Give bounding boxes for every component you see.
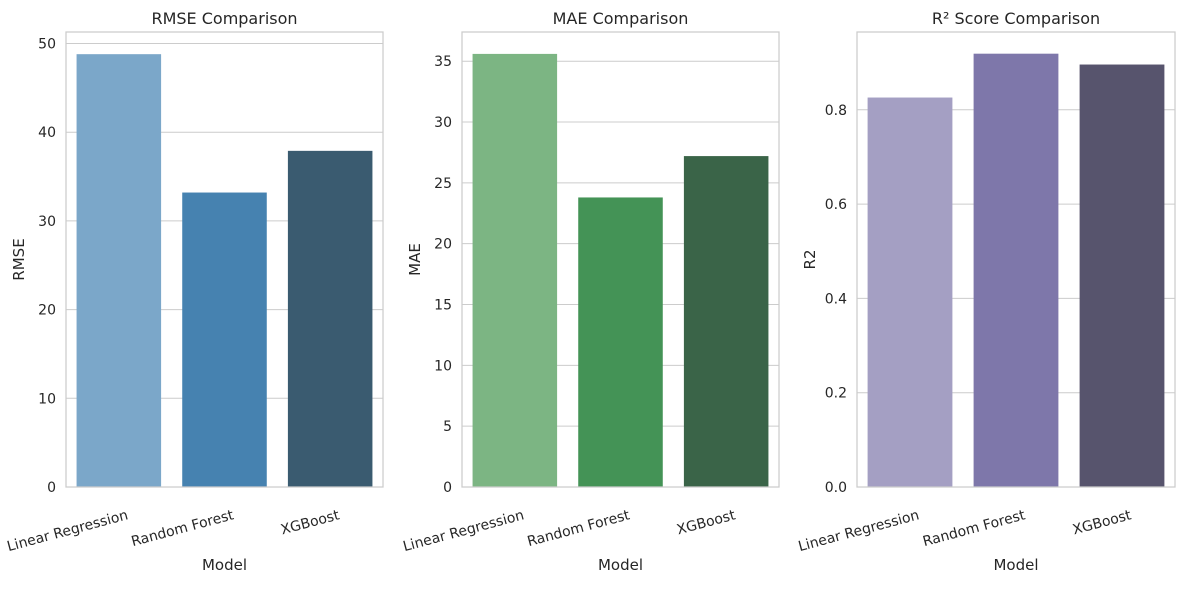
x-tick-label: XGBoost [279, 507, 342, 538]
axes-frame [856, 31, 1176, 488]
y-tick-label: 0.2 [825, 386, 847, 402]
y-tick-label: 30 [38, 214, 56, 230]
x-tick-label: Linear Regression [797, 507, 921, 555]
bar-linear-regression [472, 53, 558, 487]
y-tick-label: 35 [434, 54, 452, 70]
x-tick-label: Linear Regression [401, 507, 525, 555]
bar-random-forest [973, 53, 1059, 487]
y-tick-label: 30 [434, 115, 452, 131]
chart-title: RMSE Comparison [151, 9, 297, 28]
y-tick-label: 15 [434, 298, 452, 314]
bar-linear-regression [867, 97, 953, 488]
x-tick-label: Linear Regression [5, 507, 129, 555]
chart-title: R² Score Comparison [932, 9, 1100, 28]
y-tick-label: 0 [47, 480, 56, 496]
chart-panel-1: 0 10 20 30 40 50 Linear Regression Random Fores… [5, 9, 384, 574]
axes-frame [65, 31, 384, 488]
bar-xgboost [287, 150, 373, 487]
y-axis-label: R2 [801, 250, 819, 270]
x-axis-label: Model [202, 556, 247, 574]
y-tick-label: 0 [443, 480, 452, 496]
y-tick-label: 5 [443, 419, 452, 435]
x-tick-label: XGBoost [1071, 507, 1134, 538]
y-tick-label: 0.6 [825, 197, 847, 213]
bar-xgboost [1079, 64, 1165, 487]
x-tick-label: XGBoost [675, 507, 738, 538]
x-axis-label: Model [598, 556, 643, 574]
chart-panel-2: 0 5 10 15 20 25 30 35 Linear Regression Random Fo… [401, 9, 780, 574]
y-tick-label: 20 [434, 237, 452, 253]
bar-random-forest [578, 197, 663, 488]
bar-random-forest [182, 192, 267, 487]
y-tick-label: 25 [434, 176, 452, 192]
x-tick-label: Random Forest [526, 507, 632, 550]
y-tick-label: 0.4 [825, 291, 847, 307]
chart-panel-3: 0.0 0.2 0.4 0.6 0.8 Linear Regression Random F… [797, 9, 1176, 574]
y-tick-label: 0.8 [825, 103, 847, 119]
y-tick-label: 0.0 [825, 480, 847, 496]
x-axis-label: Model [993, 556, 1038, 574]
y-axis-label: RMSE [10, 238, 28, 280]
y-tick-label: 10 [38, 391, 56, 407]
x-tick-label: Random Forest [921, 507, 1027, 550]
chart-title: MAE Comparison [553, 9, 689, 28]
y-tick-label: 20 [38, 303, 56, 319]
y-tick-label: 40 [38, 125, 56, 141]
y-axis-label: MAE [406, 243, 424, 276]
y-tick-label: 50 [38, 37, 56, 53]
axes-frame [461, 31, 780, 488]
y-tick-label: 10 [434, 358, 452, 374]
bar-linear-regression [76, 54, 162, 487]
x-tick-label: Random Forest [130, 507, 236, 550]
bar-xgboost [683, 156, 769, 487]
